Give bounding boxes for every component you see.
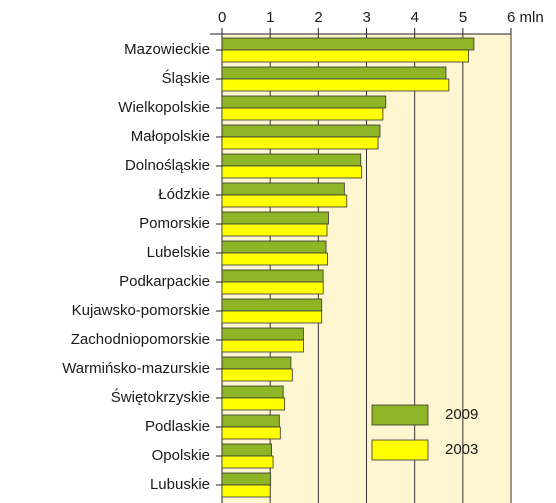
- bar: [221, 484, 271, 498]
- bar: [221, 455, 274, 469]
- bar: [221, 356, 292, 370]
- y-tick-label: Mazowieckie: [124, 41, 210, 58]
- x-tick-label: 5: [459, 9, 467, 26]
- bar: [221, 298, 323, 312]
- bar: [221, 49, 470, 63]
- y-tick-label: Kujawsko-pomorskie: [72, 302, 210, 319]
- y-tick-label: Śląskie: [162, 69, 210, 87]
- bar: [221, 124, 381, 138]
- y-tick-label: Łódzkie: [158, 186, 210, 203]
- y-tick-label: Wielkopolskie: [118, 99, 210, 116]
- bar: [221, 107, 384, 121]
- bar: [221, 95, 387, 109]
- y-tick-label: Warmińsko-mazurskie: [62, 360, 210, 377]
- x-tick-label: 3: [363, 9, 371, 26]
- bar: [221, 281, 324, 295]
- y-tick-label: Lubuskie: [150, 476, 210, 493]
- bar: [221, 339, 304, 353]
- legend-label: 2003: [445, 441, 478, 458]
- bar: [221, 78, 450, 92]
- legend-swatch: [371, 439, 429, 461]
- bar: [221, 37, 475, 51]
- y-tick-label: Lubelskie: [147, 244, 210, 261]
- y-tick-label: Opolskie: [152, 447, 210, 464]
- bar: [221, 252, 328, 266]
- bar: [221, 194, 348, 208]
- bar: [221, 153, 362, 167]
- y-tick-label: Świętokrzyskie: [111, 388, 210, 406]
- y-tick-label: Podlaskie: [145, 418, 210, 435]
- bar: [221, 211, 329, 225]
- x-tick-label: 4: [411, 9, 419, 26]
- bar: [221, 385, 284, 399]
- legend-swatch: [371, 404, 429, 426]
- y-tick-label: Zachodniopomorskie: [71, 331, 210, 348]
- y-tick-label: Małopolskie: [131, 128, 210, 145]
- bar: [221, 443, 273, 457]
- x-tick-label: 1: [266, 9, 274, 26]
- bar: [221, 269, 324, 283]
- legend-label: 2009: [445, 406, 478, 423]
- bar: [221, 368, 293, 382]
- bar: [221, 223, 328, 237]
- bar: [221, 426, 281, 440]
- bar: [221, 165, 363, 179]
- bar: [221, 240, 327, 254]
- bar: [221, 327, 304, 341]
- y-tick-label: Pomorskie: [139, 215, 210, 232]
- x-tick-label: 6 mln: [507, 9, 544, 26]
- bar: [221, 414, 280, 428]
- bar: [221, 397, 286, 411]
- x-tick-label: 0: [218, 9, 226, 26]
- y-tick-label: Podkarpackie: [119, 273, 210, 290]
- x-tick-label: 2: [314, 9, 322, 26]
- bar: [221, 310, 323, 324]
- y-tick-label: Dolnośląskie: [125, 157, 210, 174]
- bar: [221, 66, 447, 80]
- bar: [221, 472, 272, 486]
- bar: [221, 182, 345, 196]
- bar: [221, 136, 379, 150]
